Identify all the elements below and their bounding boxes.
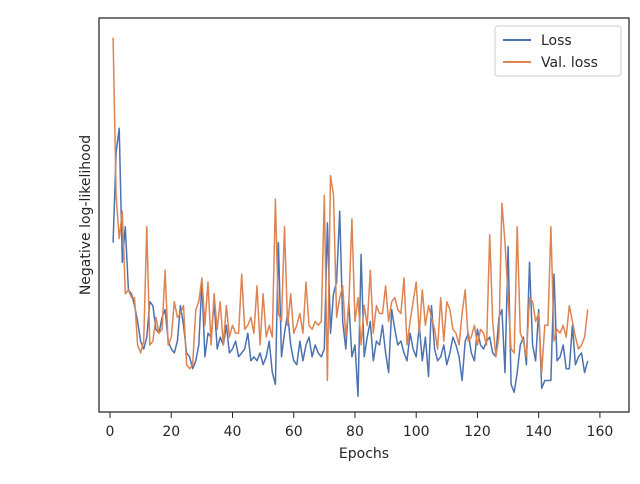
x-tick-label: 40	[224, 424, 242, 440]
x-tick-label: 100	[403, 424, 430, 440]
y-axis-label: Negative log-likelihood	[78, 135, 94, 295]
x-tick-label: 0	[106, 424, 115, 440]
data-line	[112, 127, 589, 397]
legend-label: Val. loss	[541, 55, 598, 71]
x-tick-label: 20	[162, 424, 180, 440]
x-tick-label: 60	[285, 424, 303, 440]
legend-label: Loss	[541, 33, 572, 49]
x-axis-label: Epochs	[339, 446, 389, 462]
legend-box	[494, 25, 622, 77]
x-tick-label: 80	[346, 424, 364, 440]
data-line	[112, 37, 589, 382]
plot-frame	[98, 17, 630, 413]
x-tick-label: 120	[464, 424, 491, 440]
x-tick-label: 140	[525, 424, 552, 440]
x-tick-label: 160	[587, 424, 614, 440]
